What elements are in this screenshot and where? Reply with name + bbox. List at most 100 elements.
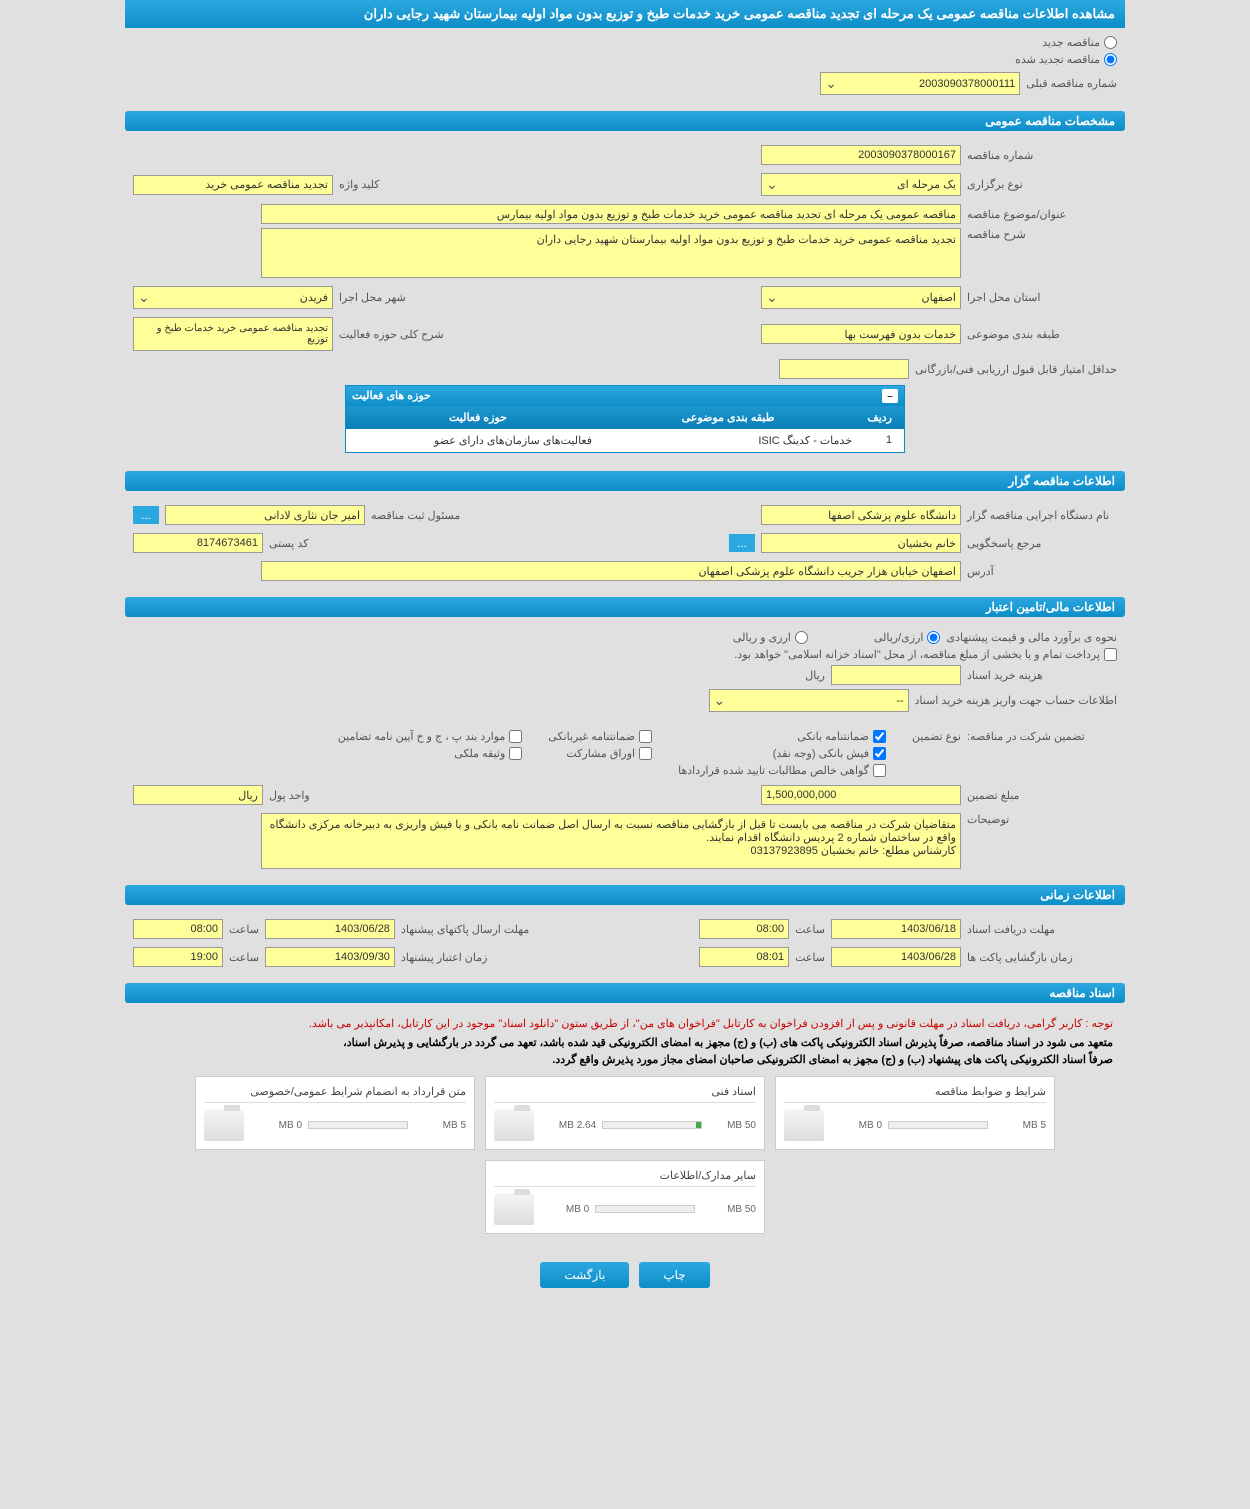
send-label: مهلت ارسال پاکتهای پیشنهاد <box>401 923 529 936</box>
keyword-label: کلید واژه <box>339 178 379 191</box>
cb-bonds[interactable] <box>639 747 652 760</box>
amount-label: مبلغ تضمین <box>967 789 1117 802</box>
send-time: 08:00 <box>133 919 223 939</box>
section-timing: اطلاعات زمانی <box>125 885 1125 905</box>
folder-icon[interactable] <box>494 1193 534 1225</box>
open-date: 1403/06/28 <box>831 947 961 967</box>
regperson-dots-button[interactable]: ... <box>133 506 159 524</box>
desc-label: شرح مناقصه <box>967 228 1117 241</box>
activity-desc-field: تجدید مناقصه عمومی خرید خدمات طبخ و توزی… <box>133 317 333 351</box>
notes-field: متقاضیان شرکت در مناقصه می بایست تا قبل … <box>261 813 961 869</box>
cb-bank[interactable] <box>873 730 886 743</box>
address-field: اصفهان خیابان هزار جریب دانشگاه علوم پزش… <box>261 561 961 581</box>
notice-red: توجه : کاربر گرامی، دریافت اسناد در مهلت… <box>133 1013 1117 1034</box>
page-title: مشاهده اطلاعات مناقصه عمومی یک مرحله ای … <box>125 0 1125 28</box>
print-button[interactable]: چاپ <box>639 1262 709 1288</box>
tender-type-group: مناقصه جدید مناقصه تجدید شده <box>133 36 1117 66</box>
province-select[interactable]: اصفهان <box>761 286 961 309</box>
payment-note: پرداخت تمام و یا بخشی از مبلغ مناقصه، از… <box>734 648 1100 661</box>
radio-new[interactable] <box>1104 36 1117 49</box>
card2-progress <box>602 1121 702 1129</box>
th-act: حوزه فعالیت <box>358 409 598 426</box>
doccost-label: هزینه خرید اسناد <box>967 669 1117 682</box>
cb-cert[interactable] <box>873 764 886 777</box>
cb-bylaw-label: موارد بند پ ، ج و خ آیین نامه تضامین <box>338 730 505 743</box>
file-card-terms: شرایط و ضوابط مناقصه 5 MB 0 MB <box>775 1076 1055 1150</box>
minimize-icon[interactable]: – <box>882 389 898 403</box>
validity-date: 1403/09/30 <box>265 947 395 967</box>
send-date: 1403/06/28 <box>265 919 395 939</box>
contact-label: مرجع پاسخگویی <box>967 537 1117 550</box>
radio-new-label: مناقصه جدید <box>1042 36 1100 49</box>
th-idx: ردیف <box>858 409 898 426</box>
category-label: طبقه بندی موضوعی <box>967 328 1117 341</box>
type-value: یک مرحله ای <box>897 178 956 191</box>
activity-desc-label: شرح کلی حوزه فعالیت <box>339 328 444 341</box>
keyword-field: تجدید مناقصه عمومی خرید <box>133 175 333 195</box>
notice1: متعهد می شود در اسناد مناقصه، صرفاً پذیر… <box>133 1034 1117 1051</box>
radio-rial[interactable] <box>927 631 940 644</box>
method-label: نحوه ی برآورد مالی و قیمت پیشنهادی <box>946 631 1117 644</box>
province-label: استان محل اجرا <box>967 291 1117 304</box>
card1-used: 0 MB <box>859 1120 882 1131</box>
validity-label: زمان اعتبار پیشنهاد <box>401 951 488 964</box>
minscore-field <box>779 359 909 379</box>
account-select[interactable]: -- <box>709 689 909 712</box>
cb-nonbank-label: ضمانتنامه غیربانکی <box>548 730 635 743</box>
card2-title: اسناد فنی <box>494 1085 756 1103</box>
section-documents: اسناد مناقصه <box>125 983 1125 1003</box>
file-card-tech: اسناد فنی 50 MB 2.64 MB <box>485 1076 765 1150</box>
account-value: -- <box>896 695 903 707</box>
folder-icon[interactable] <box>494 1109 534 1141</box>
notes-label: توضیحات <box>967 813 1117 826</box>
cb-bylaw[interactable] <box>509 730 522 743</box>
guarantee-section-label: تضمین شرکت در مناقصه: <box>967 730 1117 743</box>
back-button[interactable]: بازگشت <box>540 1262 629 1288</box>
type-select[interactable]: یک مرحله ای <box>761 173 961 196</box>
cb-property[interactable] <box>509 747 522 760</box>
city-label: شهر محل اجرا <box>339 291 406 304</box>
folder-icon[interactable] <box>784 1109 824 1141</box>
cb-cert-label: گواهی خالص مطالبات تایید شده قراردادها <box>678 764 869 777</box>
card1-total: 5 MB <box>1023 1120 1046 1131</box>
doccost-field <box>831 665 961 685</box>
cb-cash-label: فیش بانکی (وجه نقد) <box>773 747 869 760</box>
contact-dots-button[interactable]: ... <box>729 534 755 552</box>
cb-cash[interactable] <box>873 747 886 760</box>
regperson-label: مسئول ثبت مناقصه <box>371 509 460 522</box>
city-select[interactable]: فریدن <box>133 286 333 309</box>
cb-bonds-label: اوراق مشارکت <box>566 747 635 760</box>
card2-total: 50 MB <box>727 1120 756 1131</box>
radio-foreign-label: ارزی و ریالی <box>733 631 791 644</box>
open-time: 08:01 <box>699 947 789 967</box>
card3-title: متن قرارداد به انضمام شرایط عمومی/خصوصی <box>204 1085 466 1103</box>
type-label: نوع برگزاری <box>967 178 1117 191</box>
account-label: اطلاعات حساب جهت واریز هزینه خرید اسناد <box>915 694 1117 707</box>
cb-nonbank[interactable] <box>639 730 652 743</box>
guarantee-type-label: نوع تضمین <box>912 730 961 743</box>
card4-total: 50 MB <box>727 1204 756 1215</box>
prev-number-select[interactable]: 2003090378000111 <box>820 72 1020 95</box>
open-time-label: ساعت <box>795 951 825 964</box>
minscore-label: حداقل امتیاز قابل قبول ارزیابی فنی/بازرگ… <box>915 363 1117 376</box>
section-financial: اطلاعات مالی/تامین اعتبار <box>125 597 1125 617</box>
address-label: آدرس <box>967 565 1117 578</box>
desc-field: تجدید مناقصه عمومی خرید خدمات طبخ و توزی… <box>261 228 961 278</box>
th-cat: طبقه بندی موضوعی <box>598 409 858 426</box>
currency-label: واحد پول <box>269 789 310 802</box>
number-label: شماره مناقصه <box>967 149 1117 162</box>
receive-time-label: ساعت <box>795 923 825 936</box>
validity-time-label: ساعت <box>229 951 259 964</box>
send-time-label: ساعت <box>229 923 259 936</box>
exec-field: دانشگاه علوم پزشکی اصفها <box>761 505 961 525</box>
section-organizer: اطلاعات مناقصه گزار <box>125 471 1125 491</box>
cb-payment[interactable] <box>1104 648 1117 661</box>
td-idx: 1 <box>858 432 898 449</box>
radio-renewed[interactable] <box>1104 53 1117 66</box>
card3-used: 0 MB <box>279 1120 302 1131</box>
radio-renewed-label: مناقصه تجدید شده <box>1015 53 1100 66</box>
folder-icon[interactable] <box>204 1109 244 1141</box>
radio-foreign[interactable] <box>795 631 808 644</box>
postal-field: 8174673461 <box>133 533 263 553</box>
card3-progress <box>308 1121 408 1129</box>
